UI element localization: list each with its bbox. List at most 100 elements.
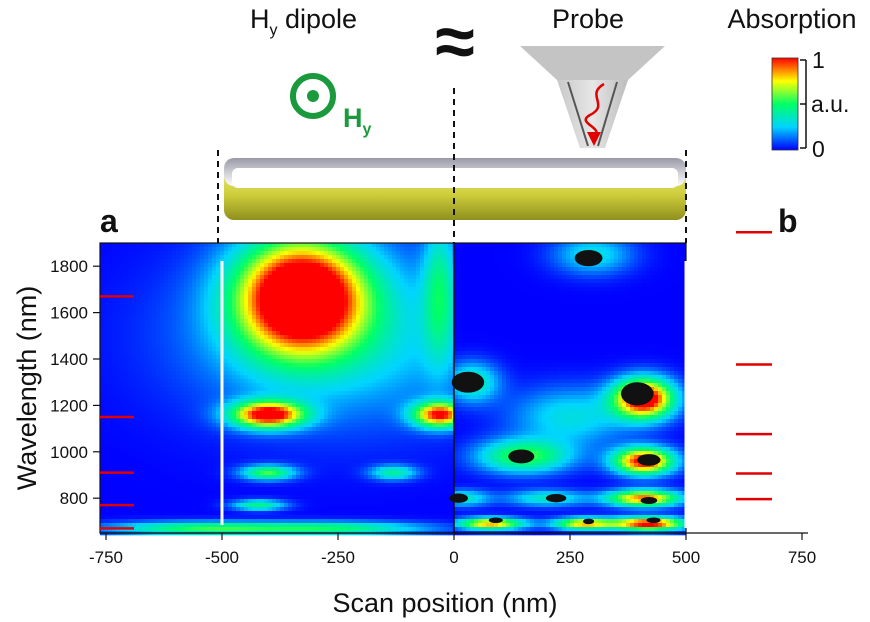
heatmap-cell bbox=[316, 379, 321, 384]
heatmap-cell bbox=[264, 307, 269, 312]
heatmap-cell bbox=[424, 323, 429, 328]
heatmap-cell bbox=[224, 291, 229, 296]
heatmap-cell bbox=[312, 371, 317, 376]
heatmap-cell bbox=[216, 259, 221, 264]
heatmap-cell bbox=[164, 439, 169, 444]
heatmap-cell bbox=[184, 347, 189, 352]
heatmap-cell bbox=[292, 347, 297, 352]
heatmap-cell bbox=[104, 299, 109, 304]
heatmap-cell bbox=[160, 423, 165, 428]
heatmap-cell bbox=[404, 435, 409, 440]
heatmap-cell bbox=[316, 383, 321, 388]
heatmap-cell bbox=[408, 335, 413, 340]
heatmap-cell bbox=[316, 271, 321, 276]
heatmap-cell bbox=[192, 355, 197, 360]
heatmap-cell bbox=[396, 243, 401, 248]
heatmap-cell bbox=[168, 415, 173, 420]
colorbar-min-label: 0 bbox=[812, 136, 825, 162]
heatmap-cell bbox=[396, 299, 401, 304]
heatmap-cell bbox=[148, 387, 153, 392]
heatmap-cell bbox=[140, 447, 145, 452]
heatmap-cell bbox=[144, 387, 149, 392]
heatmap-cell bbox=[384, 375, 389, 380]
heatmap-cell bbox=[432, 339, 437, 344]
heatmap-cell bbox=[416, 251, 421, 256]
heatmap-cell bbox=[112, 299, 117, 304]
heatmap-cell bbox=[232, 271, 237, 276]
heatmap-cell bbox=[372, 451, 377, 456]
heatmap-cell bbox=[236, 375, 241, 380]
heatmap-cell bbox=[452, 411, 455, 416]
heatmap-cell bbox=[324, 303, 329, 308]
heatmap-cell bbox=[288, 247, 293, 252]
heatmap-cell bbox=[360, 275, 365, 280]
heatmap-cell bbox=[376, 287, 381, 292]
heatmap-cell bbox=[212, 355, 217, 360]
heatmap-cell bbox=[368, 399, 373, 404]
heatmap-cell bbox=[308, 267, 313, 272]
heatmap-cell bbox=[408, 459, 413, 464]
heatmap-cell bbox=[196, 259, 201, 264]
heatmap-cell bbox=[196, 271, 201, 276]
heatmap-cell bbox=[108, 359, 113, 364]
heatmap-cell bbox=[128, 391, 133, 396]
heatmap-cell bbox=[204, 279, 209, 284]
heatmap-cell bbox=[420, 403, 425, 408]
heatmap-cell bbox=[152, 339, 157, 344]
heatmap-cell bbox=[412, 447, 417, 452]
heatmap-cell bbox=[448, 415, 453, 420]
heatmap-cell bbox=[200, 275, 205, 280]
heatmap-cell bbox=[340, 283, 345, 288]
heatmap-cell bbox=[328, 275, 333, 280]
heatmap-cell bbox=[184, 279, 189, 284]
heatmap-cell bbox=[232, 343, 237, 348]
heatmap-cell bbox=[280, 299, 285, 304]
heatmap-cell bbox=[152, 307, 157, 312]
heatmap-cell bbox=[432, 435, 437, 440]
heatmap-cell bbox=[284, 351, 289, 356]
heatmap-cell bbox=[168, 419, 173, 424]
heatmap-cell bbox=[164, 251, 169, 256]
heatmap-cell bbox=[448, 443, 453, 448]
heatmap-cell bbox=[452, 327, 455, 332]
heatmap-cell bbox=[176, 327, 181, 332]
heatmap-cell bbox=[368, 387, 373, 392]
heatmap-cell bbox=[268, 343, 273, 348]
heatmap-cell bbox=[256, 315, 261, 320]
heatmap-cell bbox=[252, 351, 257, 356]
heatmap-cell bbox=[176, 335, 181, 340]
heatmap-cell bbox=[308, 435, 313, 440]
heatmap-cell bbox=[288, 363, 293, 368]
heatmap-cell bbox=[352, 363, 357, 368]
heatmap-cell bbox=[388, 283, 393, 288]
heatmap-cell bbox=[392, 447, 397, 452]
heatmap-cell bbox=[248, 339, 253, 344]
heatmap-cell bbox=[168, 307, 173, 312]
heatmap-cell bbox=[140, 407, 145, 412]
heatmap-cell bbox=[356, 315, 361, 320]
heatmap-cell bbox=[196, 459, 201, 464]
heatmap-cell bbox=[320, 339, 325, 344]
heatmap-cell bbox=[144, 435, 149, 440]
heatmap-cell bbox=[100, 419, 105, 424]
dipole-label: Hy dipole bbox=[250, 4, 357, 39]
heatmap-cell bbox=[164, 243, 169, 248]
heatmap-cell bbox=[244, 451, 249, 456]
heatmap-cell bbox=[140, 387, 145, 392]
heatmap-cell bbox=[256, 299, 261, 304]
heatmap-cell bbox=[376, 359, 381, 364]
heatmap-cell bbox=[396, 323, 401, 328]
heatmap-cell bbox=[356, 279, 361, 284]
heatmap-cell bbox=[292, 275, 297, 280]
heatmap-cell bbox=[260, 399, 265, 404]
heatmap-cell bbox=[360, 267, 365, 272]
heatmap-cell bbox=[352, 431, 357, 436]
heatmap-cell bbox=[188, 439, 193, 444]
heatmap-cell bbox=[268, 399, 273, 404]
heatmap-cell bbox=[200, 243, 205, 248]
heatmap-cell bbox=[180, 427, 185, 432]
heatmap-cell bbox=[124, 363, 129, 368]
heatmap-cell bbox=[272, 271, 277, 276]
heatmap-cell bbox=[180, 319, 185, 324]
heatmap-cell bbox=[260, 307, 265, 312]
